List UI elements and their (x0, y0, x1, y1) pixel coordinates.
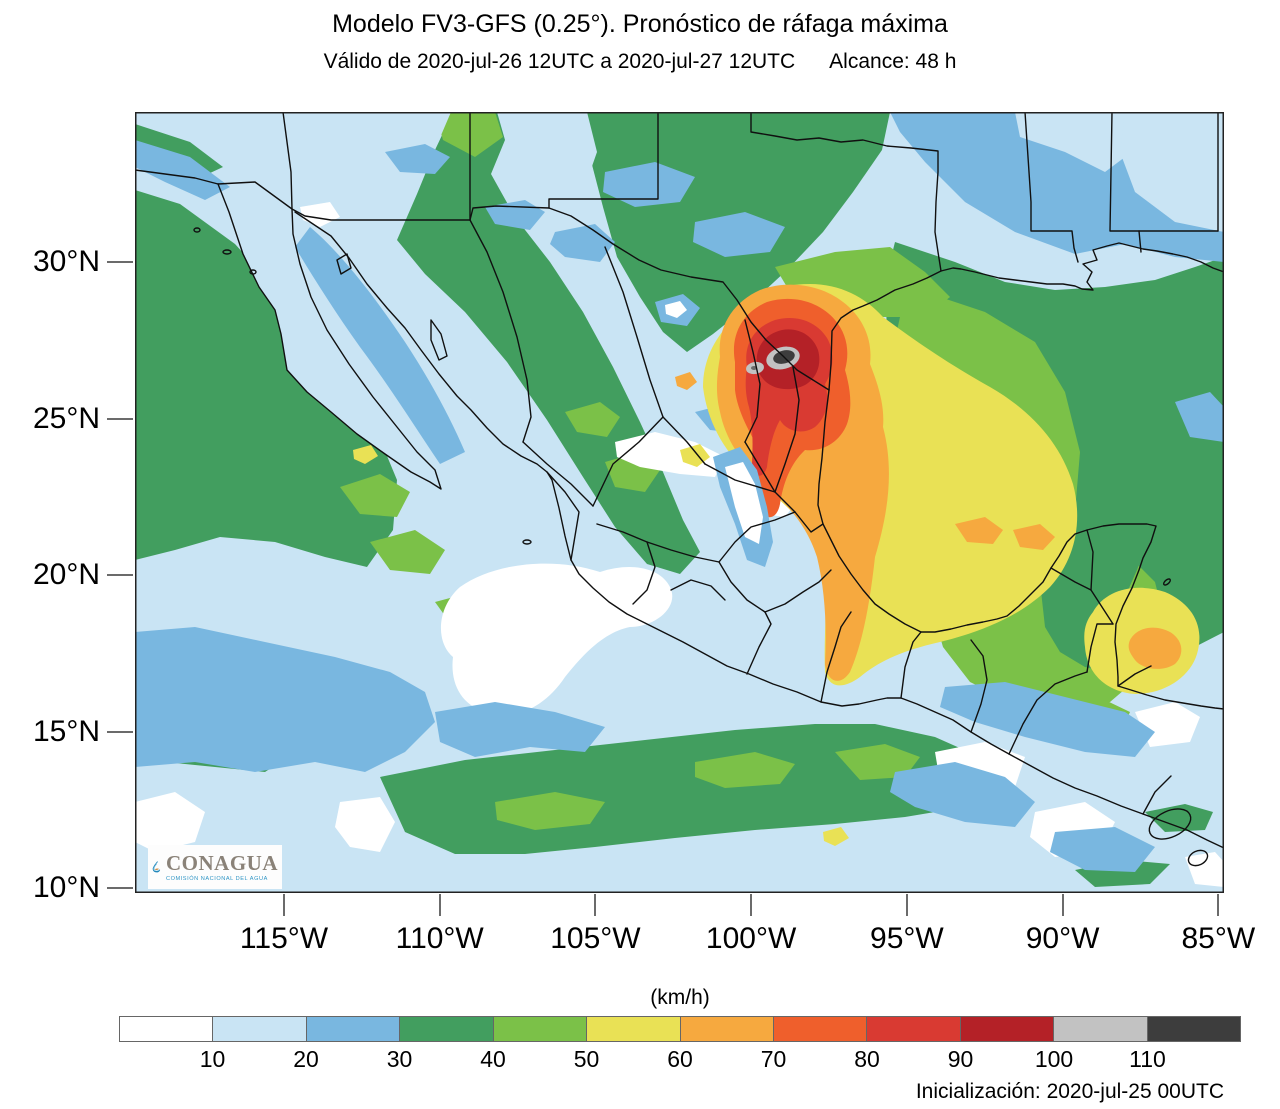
reach-label: Alcance: 48 h (829, 50, 957, 73)
boundaries (135, 112, 1224, 867)
colorbar-tick-label: 100 (1034, 1046, 1074, 1072)
lat-tick (107, 730, 133, 733)
colorbar-cell-5 (587, 1017, 681, 1041)
colorbar-unit: (km/h) (650, 986, 710, 1009)
contour-20-30 (135, 112, 1224, 872)
initialization-label: Inicialización: 2020-jul-25 00UTC (915, 1080, 1224, 1103)
page-subtitle: Válido de 2020-jul-26 12UTC a 2020-jul-2… (0, 50, 1280, 74)
colorbar-cell-10 (1054, 1017, 1148, 1041)
colorbar (119, 1016, 1241, 1042)
lon-tick-label: 115°W (239, 922, 329, 955)
colorbar-cell-3 (400, 1017, 494, 1041)
gust-contour-map (135, 112, 1224, 893)
colorbar-tick-label: 30 (386, 1046, 413, 1072)
lon-tick (594, 894, 597, 916)
forecast-map (135, 112, 1224, 893)
lat-tick (107, 261, 133, 263)
colorbar-tick-label: 70 (760, 1046, 787, 1072)
colorbar-tick-label: 50 (573, 1046, 600, 1072)
colorbar-tick-label: 110 (1129, 1046, 1166, 1072)
lon-tick-label: 105°W (550, 922, 641, 955)
logo-subtitle: COMISIÓN NACIONAL DEL AGUA (166, 875, 268, 882)
contour-yucatan-30-40 (1040, 527, 1153, 674)
colorbar-cell-4 (493, 1017, 588, 1041)
lon-tick (1061, 894, 1064, 916)
lon-tick-label: 85°W (1181, 922, 1256, 955)
lat-tick (107, 887, 133, 889)
lat-tick-label: 10°N (32, 871, 100, 904)
lat-tick-label: 30°N (32, 245, 100, 278)
page-title: Modelo FV3-GFS (0.25°). Pronóstico de rá… (332, 10, 948, 38)
lat-tick-label: 15°N (32, 714, 100, 748)
colorbar-labels: 10 20 30 40 50 60 70 80 90 100 110 (119, 1046, 1241, 1072)
lon-tick-label: 90°W (1025, 922, 1100, 955)
lon-tick-label: 100°W (705, 922, 797, 955)
colorbar-tick-label: 20 (293, 1046, 319, 1072)
lon-tick (1217, 894, 1220, 916)
conagua-logo: CONAGUA COMISIÓN NACIONAL DEL AGUA (148, 845, 282, 889)
logo-name: CONAGUA (166, 850, 278, 875)
lon-tick (750, 894, 753, 916)
colorbar-cell-8 (867, 1017, 961, 1041)
lat-tick (107, 574, 133, 576)
colorbar-cell-6 (680, 1017, 774, 1041)
colorbar-tick-label: 10 (199, 1046, 226, 1072)
conagua-droplet-icon (152, 861, 161, 873)
colorbar-cell-11 (1147, 1017, 1241, 1041)
colorbar-cell-0 (120, 1017, 214, 1041)
colorbar-tick-label: 40 (480, 1046, 506, 1072)
lon-tick (905, 894, 908, 916)
lon-tick (438, 894, 441, 916)
map-border (135, 112, 1224, 893)
colorbar-cell-9 (960, 1017, 1055, 1041)
colorbar-tick-label: 60 (667, 1046, 693, 1072)
colorbar-cell-2 (306, 1017, 401, 1041)
lat-tick-label: 20°N (32, 558, 100, 591)
colorbar-tick-label: 90 (947, 1046, 974, 1072)
lon-tick (283, 894, 285, 916)
lat-tick (107, 417, 133, 420)
lon-tick-label: 95°W (870, 922, 944, 955)
colorbar-cell-1 (213, 1017, 307, 1041)
valid-range-label: Válido de 2020-jul-26 12UTC a 2020-jul-2… (323, 50, 796, 73)
colorbar-tick-label: 80 (854, 1046, 880, 1072)
lon-tick-label: 110°W (395, 922, 484, 955)
colorbar-cell-7 (773, 1017, 868, 1041)
lat-tick-label: 25°N (32, 401, 100, 435)
